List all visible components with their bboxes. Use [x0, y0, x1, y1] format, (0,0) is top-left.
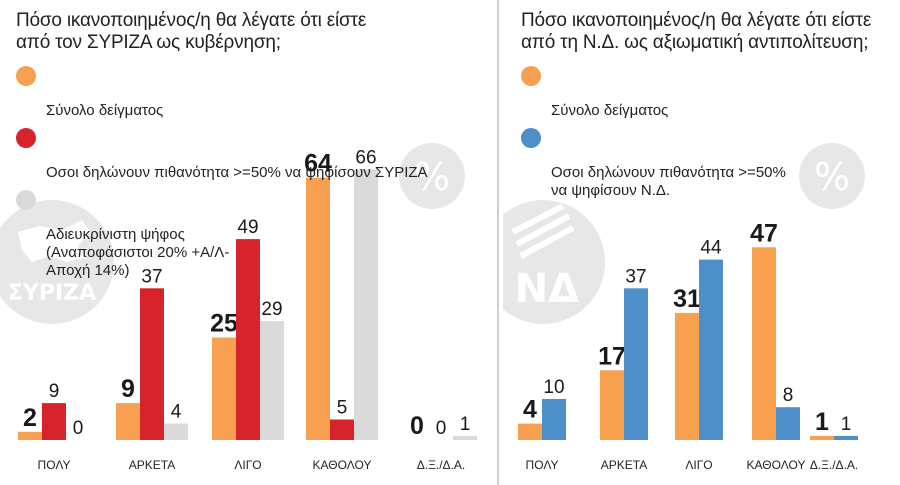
bar-πολυ-series-1 — [18, 431, 42, 440]
data-label-αρκετα-series-2: 37 — [141, 266, 162, 287]
data-label-πολυ-series-1: 2 — [23, 404, 37, 432]
percent-badge: % — [399, 143, 465, 209]
data-label-δ-ξ-δ-α-series-2: 1 — [841, 414, 852, 435]
torch-icon — [511, 203, 575, 259]
bar-αρκετα-series-1 — [600, 370, 624, 440]
x-tick-label-αρκετα: ΑΡΚΕΤΑ — [129, 458, 175, 472]
legend-swatch — [16, 190, 36, 210]
x-tick-label-πολυ: ΠΟΛΥ — [526, 458, 559, 472]
bar-δ-ξ-δ-α-series-3 — [453, 435, 477, 440]
legend-label: Σύνολο δείγματος — [551, 102, 669, 119]
nd-logo-watermark: ΝΔ — [503, 200, 605, 324]
data-label-δ-ξ-δ-α-series-1: 1 — [815, 408, 829, 436]
bar-αρκετα-series-2 — [140, 288, 164, 440]
legend-item-undecided: Αδιευκρίνιστη ψήφος (Αναποφάσιστοι 20% +… — [16, 190, 428, 280]
chart-title: Πόσο ικανοποιημένος/η θα λέγατε ότι είστ… — [16, 10, 367, 53]
bar-καθολου-series-1 — [306, 177, 330, 440]
legend-swatch — [16, 128, 36, 148]
syriza-chart-panel: % ΣΥΡΙΖΑ 2 9 0 ΠΟΛΥ 9 37 4 ΑΡΚΕΤΑ 25 49 29 ΛΙΓΟ 64 5 6… — [0, 10, 477, 472]
data-label-δ-ξ-δ-α-series-3: 1 — [460, 414, 471, 435]
data-label-αρκετα-series-2: 37 — [625, 266, 646, 287]
data-label-λιγο-series-1: 25 — [210, 310, 238, 338]
data-label-λιγο-series-2: 49 — [237, 217, 258, 238]
data-label-πολυ-series-1: 4 — [523, 396, 537, 424]
legend-item-syriza-voters: Οσοι δηλώνουν πιθανότητα >=50% να ψηφίσο… — [16, 128, 428, 182]
data-label-πολυ-series-2: 10 — [543, 377, 564, 398]
bar-πολυ-series-1 — [518, 423, 542, 440]
bar-λιγο-series-2 — [699, 259, 723, 440]
x-tick-label-δ-ξ-δ-α: Δ.Ξ./Δ.Α. — [417, 458, 466, 472]
legend-label: Σύνολο δείγματος — [46, 102, 164, 119]
data-label-καθολου-series-2: 5 — [337, 398, 348, 419]
syriza-logo-watermark: ΣΥΡΙΖΑ — [0, 200, 114, 324]
bar-λιγο-series-3 — [260, 321, 284, 440]
nd-logo-text: ΝΔ — [515, 266, 579, 312]
data-label-λιγο-series-2: 44 — [700, 238, 722, 259]
x-tick-label-λιγο: ΛΙΓΟ — [234, 458, 261, 472]
data-label-καθολου-series-1: 47 — [750, 219, 778, 247]
bar-αρκετα-series-1 — [116, 403, 140, 440]
bar-αρκετα-series-3 — [164, 423, 188, 440]
bar-αρκετα-series-2 — [624, 288, 648, 440]
data-label-πολυ-series-3: 0 — [73, 418, 84, 439]
bar-πολυ-series-2 — [42, 403, 66, 440]
legend-swatch — [521, 66, 541, 86]
chart-title: Πόσο ικανοποιημένος/η θα λέγατε ότι είστ… — [521, 10, 872, 53]
data-label-λιγο-series-1: 31 — [673, 285, 701, 313]
data-label-αρκετα-series-3: 4 — [171, 402, 182, 423]
data-label-αρκετα-series-1: 17 — [598, 342, 626, 370]
legend-item-total-sample: Σύνολο δείγματος — [16, 66, 428, 120]
legend-label: Οσοι δηλώνουν πιθανότητα >=50% να ψηφίσο… — [46, 164, 428, 181]
flag-icon — [18, 220, 90, 262]
panel-divider — [497, 0, 499, 485]
data-label-καθολου-series-1: 64 — [304, 150, 332, 178]
legend: Σύνολο δείγματος Οσοι δηλώνουν πιθανότητ… — [16, 66, 428, 288]
bar-καθολου-series-2 — [776, 407, 800, 440]
data-label-πολυ-series-2: 9 — [49, 381, 60, 402]
data-label-λιγο-series-3: 29 — [261, 299, 282, 320]
legend-swatch — [521, 128, 541, 148]
bar-λιγο-series-2 — [236, 239, 260, 440]
bar-λιγο-series-1 — [675, 312, 699, 440]
x-tick-label-πολυ: ΠΟΛΥ — [38, 458, 71, 472]
data-label-καθολου-series-3: 66 — [355, 147, 376, 168]
bar-δ-ξ-δ-α-series-1 — [810, 435, 834, 440]
nd-chart-panel: % ΝΔ 4 10 ΠΟΛΥ 17 37 ΑΡΚΕΤΑ 31 44 ΛΙΓΟ 47 8 ΚΑΘΟΛΟΥ… — [503, 0, 900, 485]
legend-swatch — [16, 66, 36, 86]
legend-item-nd-voters: Οσοι δηλώνουν πιθανότητα >=50% να ψηφίσο… — [521, 128, 786, 200]
x-tick-label-καθολου: ΚΑΘΟΛΟΥ — [747, 458, 806, 472]
legend: Σύνολο δείγματος Οσοι δηλώνουν πιθανότητ… — [521, 66, 786, 208]
data-label-καθολου-series-2: 8 — [783, 385, 794, 406]
x-tick-label-λιγο: ΛΙΓΟ — [685, 458, 712, 472]
data-label-δ-ξ-δ-α-series-2: 0 — [436, 418, 447, 439]
bar-καθολου-series-2 — [330, 419, 354, 440]
syriza-logo-text: ΣΥΡΙΖΑ — [8, 281, 96, 306]
x-tick-label-δ-ξ-δ-α: Δ.Ξ./Δ.Α. — [810, 458, 859, 472]
bar-λιγο-series-1 — [212, 337, 236, 440]
nd-chart: % ΝΔ 4 10 ΠΟΛΥ 17 37 ΑΡΚΕΤΑ 31 44 ΛΙΓΟ 47 8 ΚΑΘΟΛΟΥ… — [503, 143, 865, 472]
data-label-αρκετα-series-1: 9 — [121, 375, 135, 403]
legend-label: Αδιευκρίνιστη ψήφος (Αναποφάσιστοι 20% +… — [46, 226, 230, 279]
legend-item-total-sample: Σύνολο δείγματος — [521, 66, 786, 120]
bar-πολυ-series-2 — [542, 399, 566, 440]
bar-καθολου-series-1 — [752, 247, 776, 440]
legend-label: Οσοι δηλώνουν πιθανότητα >=50% να ψηφίσο… — [551, 164, 786, 199]
x-tick-label-καθολου: ΚΑΘΟΛΟΥ — [313, 458, 372, 472]
percent-badge-text: % — [414, 155, 450, 199]
percent-badge-text: % — [814, 155, 850, 199]
data-label-δ-ξ-δ-α-series-1: 0 — [410, 412, 424, 440]
percent-badge: % — [799, 143, 865, 209]
bar-καθολου-series-3 — [354, 169, 378, 440]
bar-δ-ξ-δ-α-series-2 — [834, 435, 858, 440]
syriza-chart: % ΣΥΡΙΖΑ 290ΠΟΛΥ9374ΑΡΚΕΤΑ254929ΛΙΓΟ6456… — [0, 143, 477, 472]
x-tick-label-αρκετα: ΑΡΚΕΤΑ — [601, 458, 647, 472]
